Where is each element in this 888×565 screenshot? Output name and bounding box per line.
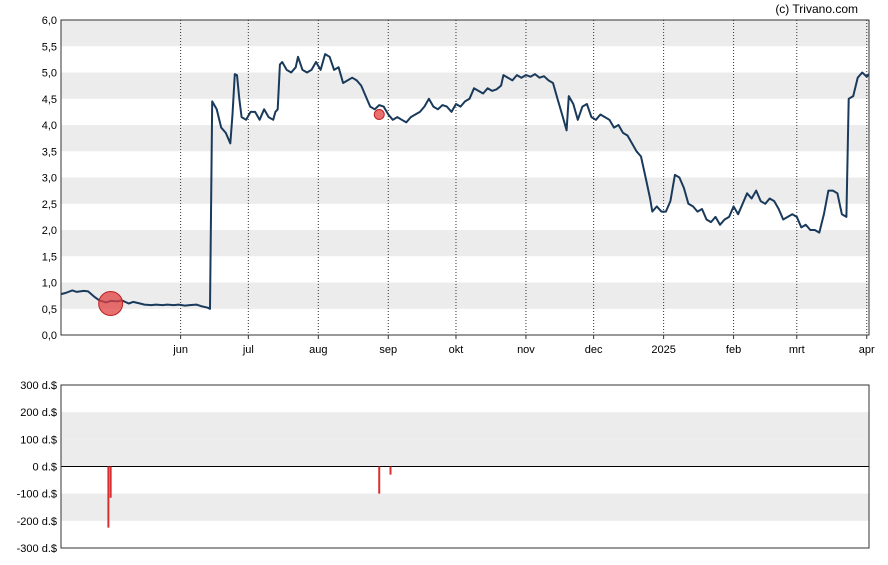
y-tick-label: 5,0 (42, 68, 57, 80)
grid-band (61, 20, 869, 47)
grid-band (61, 412, 869, 440)
x-tick-label: sep (379, 344, 397, 356)
y-tick-label: 5,5 (42, 41, 57, 53)
x-tick-label: jun (172, 344, 188, 356)
volume-y-tick-label: 200 d.$ (20, 407, 57, 419)
price-line (60, 53, 870, 310)
volume-y-tick-label: -300 d.$ (17, 543, 57, 555)
x-tick-label: mrt (789, 344, 805, 356)
grid-band (61, 177, 869, 204)
grid-band (61, 72, 869, 99)
x-tick-label: nov (517, 344, 535, 356)
y-tick-label: 2,5 (42, 199, 57, 211)
volume-plot-frame (60, 384, 870, 549)
transaction-marker (373, 109, 385, 120)
y-tick-label: 1,0 (42, 278, 57, 290)
x-tick-label: jul (242, 344, 254, 356)
y-tick-label: 2,0 (42, 225, 57, 237)
transaction-marker (98, 291, 124, 316)
x-tick-label: aug (309, 344, 327, 356)
grid-band (61, 439, 869, 467)
x-tick-label: dec (585, 344, 603, 356)
x-tick-label: feb (726, 344, 741, 356)
volume-y-tick-label: 0 d.$ (33, 462, 57, 474)
y-tick-label: 0,0 (42, 330, 57, 342)
y-tick-label: 3,0 (42, 173, 57, 185)
grid-band (61, 493, 869, 521)
x-tick-label: 2025 (651, 344, 675, 356)
x-tick-label: okt (449, 344, 464, 356)
copyright-label: (c) Trivano.com (775, 2, 858, 16)
y-tick-label: 4,5 (42, 94, 57, 106)
volume-y-tick-label: -100 d.$ (17, 489, 57, 501)
y-tick-label: 6,0 (42, 15, 57, 27)
volume-y-tick-label: 100 d.$ (20, 434, 57, 446)
y-tick-label: 3,5 (42, 146, 57, 158)
grid-band (61, 230, 869, 257)
y-tick-label: 4,0 (42, 120, 57, 132)
volume-y-tick-label: 300 d.$ (20, 380, 57, 392)
price-plot-frame (60, 19, 870, 336)
volume-y-tick-label: -200 d.$ (17, 516, 57, 528)
grid-band (61, 125, 869, 152)
y-tick-label: 1,5 (42, 251, 57, 263)
y-tick-label: 0,5 (42, 304, 57, 316)
x-tick-label: apr (859, 344, 875, 356)
